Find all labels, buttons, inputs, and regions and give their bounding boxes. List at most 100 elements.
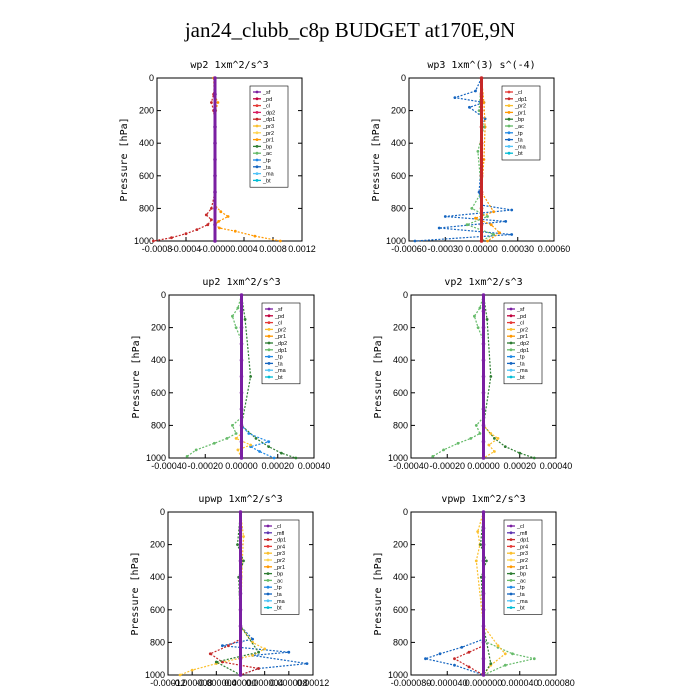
- legend-label: _tp: [514, 131, 523, 137]
- data-point: [226, 215, 230, 218]
- data-point: [280, 451, 283, 455]
- data-point: [208, 652, 212, 656]
- legend-marker: [266, 572, 270, 575]
- legend-marker: [255, 131, 259, 135]
- legend-marker: [509, 328, 513, 331]
- y-tick-label: 0: [403, 290, 408, 300]
- data-point: [234, 437, 238, 440]
- plot-frame: [156, 77, 303, 242]
- x-tick-label: 0.000000: [465, 678, 503, 688]
- legend-marker: [509, 307, 513, 311]
- legend-marker: [267, 328, 271, 331]
- data-point: [479, 92, 484, 97]
- legend-marker: [509, 314, 513, 318]
- legend-marker: [266, 538, 270, 541]
- data-point: [238, 608, 243, 612]
- y-tick-label: 600: [139, 171, 154, 181]
- legend-marker: [509, 531, 513, 535]
- legend-marker: [255, 165, 259, 169]
- legend-label: _sf: [516, 307, 525, 313]
- legend-label: _dp1: [514, 97, 527, 103]
- data-point: [257, 667, 260, 670]
- data-point: [152, 239, 155, 243]
- legend-marker: [507, 111, 511, 114]
- y-tick-label: 200: [393, 540, 408, 550]
- data-point: [213, 222, 217, 227]
- data-point: [185, 455, 189, 458]
- data-point: [503, 652, 507, 656]
- legend-label: _ma: [273, 599, 286, 605]
- data-point: [239, 391, 244, 395]
- data-point: [460, 645, 464, 649]
- data-point: [481, 526, 486, 531]
- y-tick-label: 400: [151, 355, 166, 365]
- data-point: [481, 407, 486, 411]
- y-tick-label: 600: [393, 605, 408, 615]
- y-tick-label: 400: [393, 355, 408, 365]
- legend-label: _tp: [274, 355, 283, 361]
- data-point: [479, 174, 484, 178]
- data-point: [194, 448, 198, 452]
- legend-marker: [266, 606, 270, 609]
- y-tick-label: 400: [391, 138, 406, 148]
- legend-label: _pr1: [262, 138, 274, 144]
- data-point: [486, 215, 489, 218]
- legend-marker: [509, 341, 513, 345]
- legend-label: _ma: [262, 172, 275, 178]
- data-point: [498, 231, 501, 235]
- data-point: [489, 432, 493, 435]
- legend-label: _pr1: [274, 334, 286, 340]
- legend-marker: [255, 124, 259, 128]
- data-point: [206, 223, 210, 227]
- data-point: [243, 318, 247, 321]
- data-point: [443, 215, 447, 218]
- data-point: [178, 673, 182, 677]
- x-tick-label: 0.00000: [225, 461, 258, 471]
- panel-title: wp2 1xm^2/s^3: [190, 60, 268, 71]
- legend-label: _ta: [516, 592, 526, 598]
- legend-label: _mfl: [273, 531, 284, 537]
- data-point: [213, 206, 217, 211]
- data-point: [474, 216, 477, 220]
- data-point: [481, 293, 486, 297]
- y-tick-label: 200: [151, 323, 166, 333]
- data-point: [238, 542, 243, 547]
- data-point: [479, 157, 484, 162]
- data-point: [242, 535, 245, 538]
- data-point: [479, 239, 484, 243]
- data-point: [476, 150, 480, 153]
- legend-marker: [266, 524, 270, 528]
- legend-marker: [255, 158, 259, 162]
- legend-label: _cl: [274, 321, 282, 327]
- data-point: [216, 101, 220, 104]
- data-point: [473, 314, 476, 318]
- data-point: [492, 210, 495, 214]
- data-point: [233, 229, 237, 233]
- data-point: [479, 190, 484, 194]
- data-point: [481, 374, 486, 379]
- y-tick-label: 600: [391, 171, 406, 181]
- legend-label: _cl: [273, 524, 281, 530]
- panel-6: vpwp 1xm^2/s^3 0 200 400 600 800 1000-0.000080…: [373, 494, 575, 688]
- y-axis-label: Pressure [hPa]: [373, 551, 384, 635]
- data-point: [219, 210, 223, 214]
- y-tick-label: 800: [151, 420, 166, 430]
- y-tick-label: 800: [391, 203, 406, 213]
- data-point: [213, 108, 217, 113]
- x-tick-label: 0.000040: [501, 678, 539, 688]
- legend-marker: [255, 145, 259, 148]
- legend-marker: [509, 551, 513, 555]
- x-tick-label: 0.00030: [501, 244, 534, 254]
- legend-marker: [509, 599, 513, 603]
- legend-marker: [255, 97, 259, 101]
- data-point: [518, 451, 522, 455]
- x-tick-label: 0.00000: [224, 678, 257, 688]
- legend-label: _cl: [262, 104, 270, 110]
- legend-label: _pd: [262, 97, 272, 103]
- legend-label: _ac: [262, 151, 272, 157]
- data-point: [231, 314, 234, 318]
- y-tick-label: 1000: [388, 453, 408, 463]
- data-point: [481, 640, 486, 645]
- figure-title: jan24_clubb_c8p BUDGET at170E,9N: [184, 18, 516, 42]
